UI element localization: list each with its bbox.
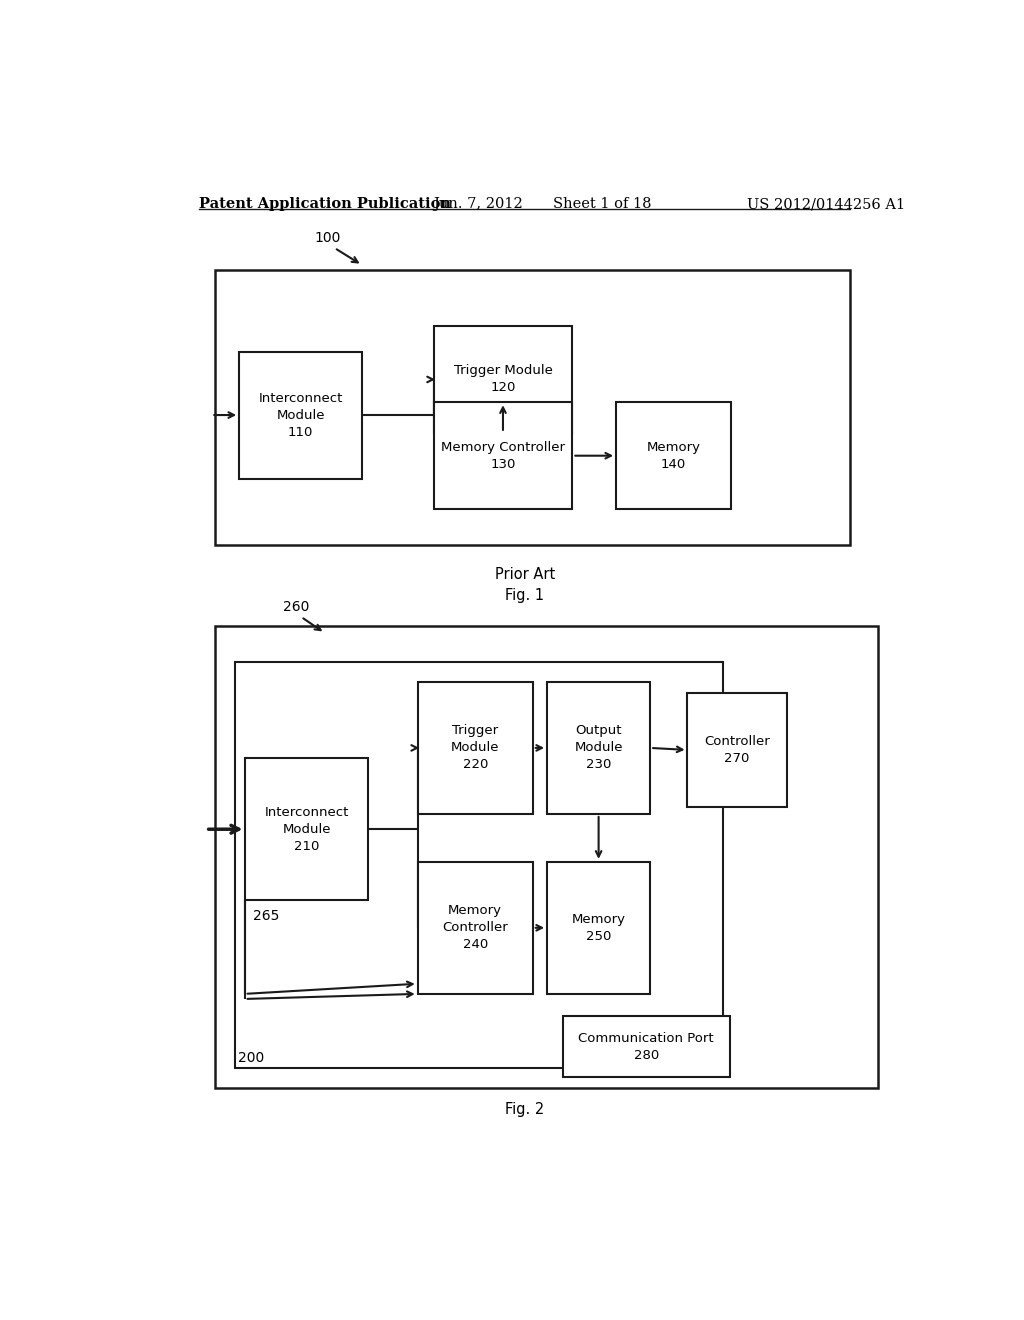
FancyBboxPatch shape (687, 693, 786, 807)
FancyBboxPatch shape (563, 1016, 729, 1077)
FancyBboxPatch shape (616, 403, 731, 510)
FancyBboxPatch shape (433, 403, 572, 510)
FancyBboxPatch shape (215, 626, 878, 1089)
Text: Memory
250: Memory 250 (571, 913, 626, 942)
FancyBboxPatch shape (547, 862, 650, 994)
FancyBboxPatch shape (246, 758, 369, 900)
Text: Patent Application Publication: Patent Application Publication (200, 197, 452, 211)
Text: Controller
270: Controller 270 (705, 735, 770, 766)
Text: 260: 260 (283, 599, 309, 614)
Text: US 2012/0144256 A1: US 2012/0144256 A1 (748, 197, 905, 211)
FancyBboxPatch shape (215, 271, 850, 545)
Text: Prior Art
Fig. 1: Prior Art Fig. 1 (495, 568, 555, 603)
Text: Interconnect
Module
210: Interconnect Module 210 (265, 805, 349, 853)
Text: Sheet 1 of 18: Sheet 1 of 18 (553, 197, 651, 211)
Text: Communication Port
280: Communication Port 280 (579, 1032, 714, 1061)
Text: Memory
Controller
240: Memory Controller 240 (442, 904, 508, 952)
Text: Jun. 7, 2012: Jun. 7, 2012 (433, 197, 523, 211)
Text: Interconnect
Module
110: Interconnect Module 110 (258, 392, 343, 438)
Text: Fig. 2: Fig. 2 (505, 1102, 545, 1117)
Text: Memory Controller
130: Memory Controller 130 (441, 441, 565, 471)
FancyBboxPatch shape (418, 682, 532, 814)
FancyBboxPatch shape (418, 862, 532, 994)
Text: Memory
140: Memory 140 (646, 441, 700, 471)
FancyBboxPatch shape (236, 661, 723, 1068)
Text: Trigger Module
120: Trigger Module 120 (454, 364, 552, 395)
Text: Trigger
Module
220: Trigger Module 220 (451, 725, 500, 771)
Text: 200: 200 (238, 1051, 264, 1065)
FancyBboxPatch shape (433, 326, 572, 433)
Text: 265: 265 (253, 908, 280, 923)
Text: 100: 100 (314, 231, 341, 244)
FancyBboxPatch shape (240, 351, 362, 479)
FancyBboxPatch shape (547, 682, 650, 814)
Text: Output
Module
230: Output Module 230 (574, 725, 623, 771)
